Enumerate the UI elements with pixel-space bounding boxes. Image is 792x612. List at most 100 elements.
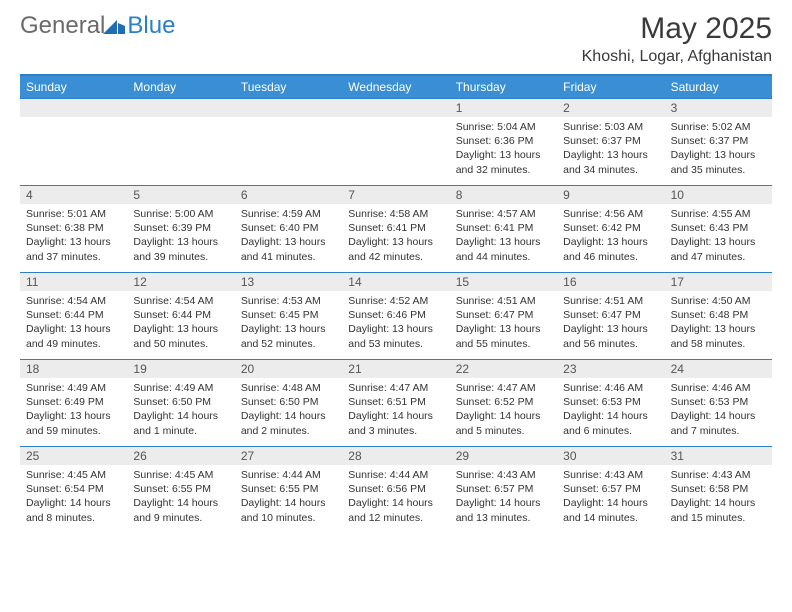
sunset-text: Sunset: 6:38 PM [26,221,121,235]
day-details: Sunrise: 5:02 AMSunset: 6:37 PMDaylight:… [665,117,772,181]
daylight-text: Daylight: 13 hours and 50 minutes. [133,322,228,350]
day-cell [127,99,234,185]
sunset-text: Sunset: 6:43 PM [671,221,766,235]
day-details: Sunrise: 4:52 AMSunset: 6:46 PMDaylight:… [342,291,449,355]
day-number: 6 [235,186,342,204]
day-number: 11 [20,273,127,291]
day-cell: 19Sunrise: 4:49 AMSunset: 6:50 PMDayligh… [127,360,234,446]
day-details: Sunrise: 4:43 AMSunset: 6:57 PMDaylight:… [557,465,664,529]
day-cell: 7Sunrise: 4:58 AMSunset: 6:41 PMDaylight… [342,186,449,272]
daylight-text: Daylight: 14 hours and 13 minutes. [456,496,551,524]
day-number: 28 [342,447,449,465]
day-number: 29 [450,447,557,465]
sunrise-text: Sunrise: 5:01 AM [26,207,121,221]
sunrise-text: Sunrise: 5:02 AM [671,120,766,134]
weeks-container: 1Sunrise: 5:04 AMSunset: 6:36 PMDaylight… [20,98,772,533]
daylight-text: Daylight: 13 hours and 47 minutes. [671,235,766,263]
day-number: 10 [665,186,772,204]
sunrise-text: Sunrise: 4:49 AM [133,381,228,395]
sunrise-text: Sunrise: 5:00 AM [133,207,228,221]
day-details: Sunrise: 4:49 AMSunset: 6:49 PMDaylight:… [20,378,127,442]
daylight-text: Daylight: 13 hours and 42 minutes. [348,235,443,263]
day-number: 31 [665,447,772,465]
week-row: 18Sunrise: 4:49 AMSunset: 6:49 PMDayligh… [20,359,772,446]
sunrise-text: Sunrise: 4:43 AM [456,468,551,482]
brand-logo: General Blue [20,12,175,40]
sunrise-text: Sunrise: 4:43 AM [563,468,658,482]
sunrise-text: Sunrise: 4:50 AM [671,294,766,308]
day-number: 27 [235,447,342,465]
calendar: Sunday Monday Tuesday Wednesday Thursday… [20,74,772,533]
day-number: 26 [127,447,234,465]
daylight-text: Daylight: 14 hours and 1 minute. [133,409,228,437]
daylight-text: Daylight: 13 hours and 44 minutes. [456,235,551,263]
day-cell: 14Sunrise: 4:52 AMSunset: 6:46 PMDayligh… [342,273,449,359]
daylight-text: Daylight: 13 hours and 35 minutes. [671,148,766,176]
day-number: 12 [127,273,234,291]
day-number: 24 [665,360,772,378]
sunrise-text: Sunrise: 4:46 AM [671,381,766,395]
day-number: 16 [557,273,664,291]
day-details: Sunrise: 4:59 AMSunset: 6:40 PMDaylight:… [235,204,342,268]
weekday-label: Saturday [665,76,772,98]
day-number [127,99,234,117]
title-block: May 2025 Khoshi, Logar, Afghanistan [582,12,772,66]
daylight-text: Daylight: 13 hours and 52 minutes. [241,322,336,350]
daylight-text: Daylight: 14 hours and 14 minutes. [563,496,658,524]
day-cell: 28Sunrise: 4:44 AMSunset: 6:56 PMDayligh… [342,447,449,533]
day-cell: 22Sunrise: 4:47 AMSunset: 6:52 PMDayligh… [450,360,557,446]
sunset-text: Sunset: 6:46 PM [348,308,443,322]
day-number: 20 [235,360,342,378]
day-number: 14 [342,273,449,291]
day-details: Sunrise: 4:44 AMSunset: 6:55 PMDaylight:… [235,465,342,529]
day-cell: 24Sunrise: 4:46 AMSunset: 6:53 PMDayligh… [665,360,772,446]
sunrise-text: Sunrise: 5:03 AM [563,120,658,134]
day-cell: 16Sunrise: 4:51 AMSunset: 6:47 PMDayligh… [557,273,664,359]
sunset-text: Sunset: 6:50 PM [133,395,228,409]
sunrise-text: Sunrise: 4:44 AM [348,468,443,482]
sunset-text: Sunset: 6:57 PM [563,482,658,496]
day-cell: 13Sunrise: 4:53 AMSunset: 6:45 PMDayligh… [235,273,342,359]
sunrise-text: Sunrise: 4:44 AM [241,468,336,482]
logo-text-blue: Blue [127,12,175,40]
day-details: Sunrise: 4:49 AMSunset: 6:50 PMDaylight:… [127,378,234,442]
sunset-text: Sunset: 6:48 PM [671,308,766,322]
daylight-text: Daylight: 14 hours and 10 minutes. [241,496,336,524]
daylight-text: Daylight: 13 hours and 37 minutes. [26,235,121,263]
sunset-text: Sunset: 6:41 PM [456,221,551,235]
sunrise-text: Sunrise: 4:52 AM [348,294,443,308]
day-number: 7 [342,186,449,204]
sunrise-text: Sunrise: 4:51 AM [456,294,551,308]
day-cell: 11Sunrise: 4:54 AMSunset: 6:44 PMDayligh… [20,273,127,359]
day-details: Sunrise: 4:53 AMSunset: 6:45 PMDaylight:… [235,291,342,355]
sunrise-text: Sunrise: 5:04 AM [456,120,551,134]
daylight-text: Daylight: 14 hours and 3 minutes. [348,409,443,437]
sunrise-text: Sunrise: 4:49 AM [26,381,121,395]
logo-text-general: General [20,12,105,40]
daylight-text: Daylight: 13 hours and 55 minutes. [456,322,551,350]
week-row: 25Sunrise: 4:45 AMSunset: 6:54 PMDayligh… [20,446,772,533]
day-number: 21 [342,360,449,378]
day-details: Sunrise: 4:47 AMSunset: 6:51 PMDaylight:… [342,378,449,442]
daylight-text: Daylight: 13 hours and 49 minutes. [26,322,121,350]
day-number: 30 [557,447,664,465]
day-details: Sunrise: 4:58 AMSunset: 6:41 PMDaylight:… [342,204,449,268]
daylight-text: Daylight: 14 hours and 5 minutes. [456,409,551,437]
sunset-text: Sunset: 6:37 PM [563,134,658,148]
sunset-text: Sunset: 6:42 PM [563,221,658,235]
sunrise-text: Sunrise: 4:57 AM [456,207,551,221]
daylight-text: Daylight: 13 hours and 59 minutes. [26,409,121,437]
day-number: 1 [450,99,557,117]
sunrise-text: Sunrise: 4:55 AM [671,207,766,221]
day-cell: 21Sunrise: 4:47 AMSunset: 6:51 PMDayligh… [342,360,449,446]
sunset-text: Sunset: 6:41 PM [348,221,443,235]
sunset-text: Sunset: 6:54 PM [26,482,121,496]
daylight-text: Daylight: 13 hours and 39 minutes. [133,235,228,263]
sunset-text: Sunset: 6:44 PM [26,308,121,322]
day-cell: 5Sunrise: 5:00 AMSunset: 6:39 PMDaylight… [127,186,234,272]
week-row: 4Sunrise: 5:01 AMSunset: 6:38 PMDaylight… [20,185,772,272]
sunrise-text: Sunrise: 4:48 AM [241,381,336,395]
day-number: 19 [127,360,234,378]
sunset-text: Sunset: 6:37 PM [671,134,766,148]
sunset-text: Sunset: 6:53 PM [563,395,658,409]
